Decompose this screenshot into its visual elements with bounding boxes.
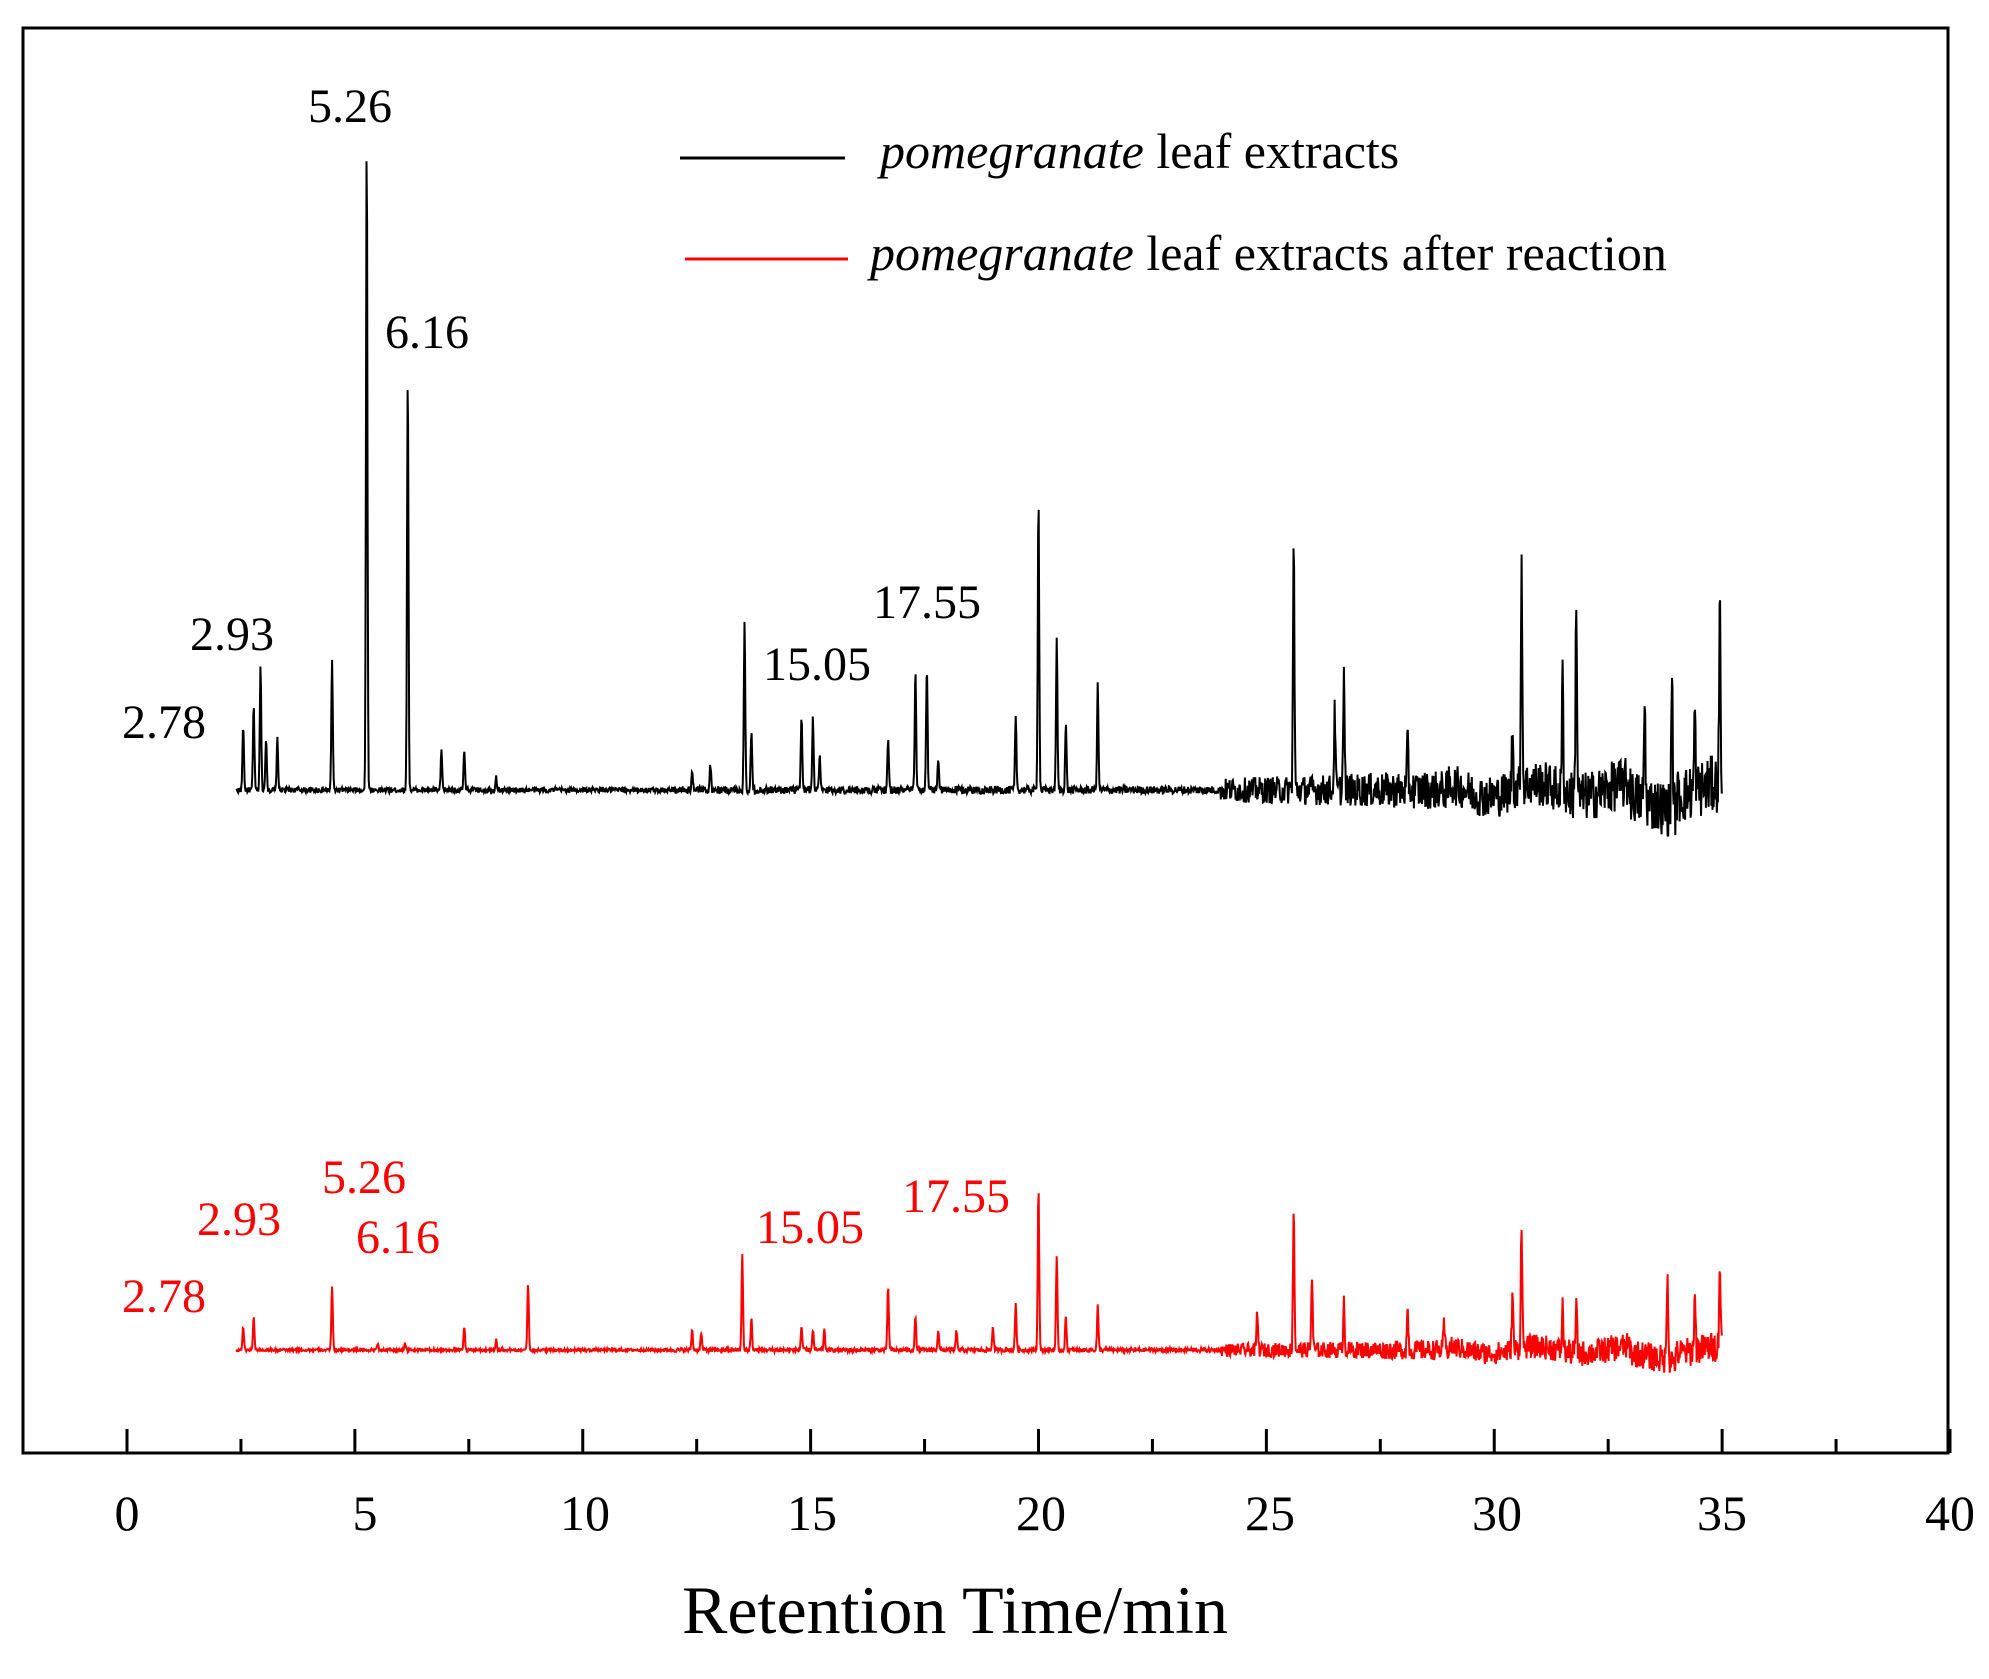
x-tick-label-15: 15 bbox=[787, 1485, 837, 1541]
peak-label-red-5-26: 5.26 bbox=[322, 1151, 406, 1204]
peak-label-red-2-78: 2.78 bbox=[122, 1270, 206, 1323]
peak-label-6-16: 6.16 bbox=[385, 306, 469, 359]
x-tick-label-20: 20 bbox=[1016, 1485, 1066, 1541]
x-tick-label-10: 10 bbox=[560, 1485, 610, 1541]
legend: pomegranate leaf extracts pomegranate le… bbox=[680, 123, 1667, 281]
peak-label-17-55: 17.55 bbox=[873, 576, 981, 629]
legend-label-extracts: pomegranate leaf extracts bbox=[877, 123, 1399, 179]
x-tick-label-25: 25 bbox=[1245, 1485, 1295, 1541]
x-tick-label-35: 35 bbox=[1697, 1485, 1747, 1541]
chromatogram-traces bbox=[235, 161, 1723, 1373]
x-axis-ticks bbox=[125, 1429, 1952, 1453]
peak-labels-black: 2.78 2.93 5.26 6.16 15.05 17.55 bbox=[122, 80, 981, 749]
legend-label-after-reaction: pomegranate leaf extracts after reaction bbox=[867, 225, 1667, 281]
x-tick-label-5: 5 bbox=[353, 1485, 378, 1541]
x-axis-title: Retention Time/min bbox=[682, 1572, 1228, 1648]
peak-label-2-93: 2.93 bbox=[190, 608, 274, 661]
legend-italic-0: pomegranate bbox=[877, 123, 1144, 179]
legend-italic-1: pomegranate bbox=[867, 225, 1134, 281]
legend-rest-0: leaf extracts bbox=[1144, 123, 1399, 179]
x-tick-label-40: 40 bbox=[1925, 1485, 1975, 1541]
plot-frame bbox=[21, 26, 1950, 1455]
x-axis-tick-labels: 0 5 10 15 20 25 30 35 40 bbox=[115, 1485, 1976, 1541]
peak-label-5-26: 5.26 bbox=[308, 80, 392, 133]
peak-label-red-6-16: 6.16 bbox=[356, 1211, 440, 1264]
peak-label-2-78: 2.78 bbox=[122, 696, 206, 749]
peak-label-red-15-05: 15.05 bbox=[756, 1201, 864, 1254]
legend-rest-1: leaf extracts after reaction bbox=[1134, 225, 1667, 281]
x-tick-label-30: 30 bbox=[1472, 1485, 1522, 1541]
trace-after-reaction bbox=[235, 1193, 1723, 1373]
peak-label-15-05: 15.05 bbox=[763, 638, 871, 691]
peak-label-red-2-93: 2.93 bbox=[197, 1193, 281, 1246]
x-tick-label-0: 0 bbox=[115, 1485, 140, 1541]
peak-labels-red: 2.78 2.93 5.26 6.16 15.05 17.55 bbox=[122, 1151, 1010, 1323]
peak-label-red-17-55: 17.55 bbox=[902, 1170, 1010, 1223]
trace-leaf-extracts bbox=[235, 161, 1723, 837]
